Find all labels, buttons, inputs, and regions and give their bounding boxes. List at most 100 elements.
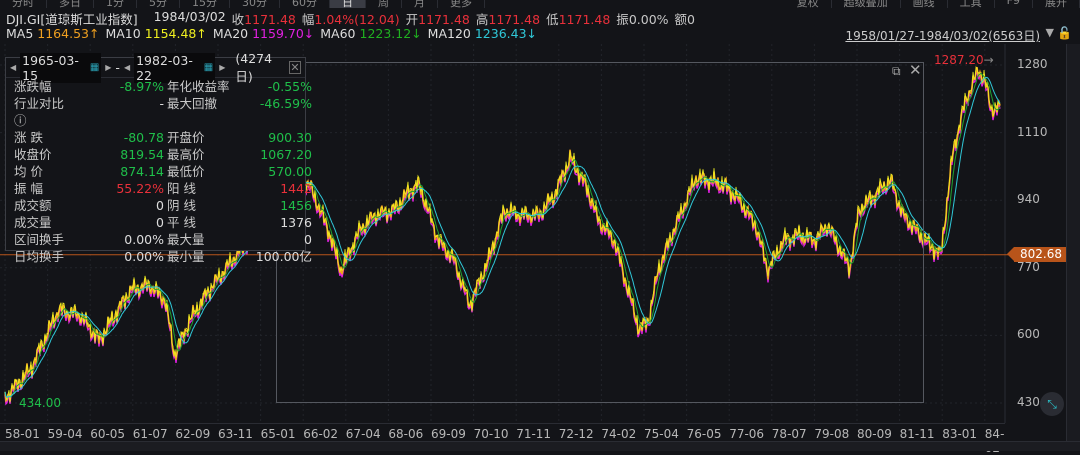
stat-value: 55.22% xyxy=(116,181,164,196)
stat-label: 阳 线 xyxy=(167,181,196,196)
stat-value: -8.97% xyxy=(119,79,164,94)
date-range-link[interactable]: 1958/01/27-1984/03/02(6563日) xyxy=(845,29,1040,43)
stat-label: 日均换手 xyxy=(14,249,65,264)
stat-value: -0.55% xyxy=(267,79,312,94)
unlock-icon[interactable]: 🔓 xyxy=(1057,26,1072,40)
ma-indicator: MA60 1223.12↓ xyxy=(320,26,421,42)
low-value: 1171.48 xyxy=(558,12,611,27)
ma-value: 1236.43↓ xyxy=(474,26,538,41)
stat-label: 年化收益率 xyxy=(167,79,230,94)
high-marker-value: 1287.20 xyxy=(934,53,984,67)
period-tab[interactable]: 多日 xyxy=(47,0,94,9)
x-tick-label: 75-04 xyxy=(644,427,679,441)
ma-indicator: MA120 1236.43↓ xyxy=(428,26,537,42)
ma-indicator: MA5 1164.53↑ xyxy=(6,26,99,42)
stat-label: 振 幅 xyxy=(14,181,43,196)
end-date-field[interactable]: 1982-03-22 ▦ xyxy=(134,52,216,83)
stat-label: 最小量 xyxy=(167,249,205,264)
toolbar-button[interactable]: 复权 xyxy=(785,0,832,9)
ma-label: MA5 xyxy=(6,26,34,41)
restore-window-icon[interactable]: ⧉ xyxy=(892,64,901,78)
period-tab[interactable]: 月 xyxy=(402,0,438,9)
dropdown-triangle-icon[interactable]: ▼ xyxy=(1045,26,1054,39)
amplitude-label: 振 xyxy=(616,12,629,27)
x-tick-label: 81-11 xyxy=(899,427,935,441)
start-date-field[interactable]: 1965-03-15 ▦ xyxy=(20,52,102,83)
stat-value: 0 xyxy=(304,232,312,247)
ma-indicator: MA20 1159.70↓ xyxy=(213,26,314,42)
shrink-icon[interactable]: ⤡ xyxy=(1040,392,1064,416)
end-next-icon[interactable]: ▶ xyxy=(219,63,226,72)
kline-chart[interactable] xyxy=(0,44,1066,423)
toolbar-button[interactable]: 超级叠加 xyxy=(832,0,901,9)
x-tick-label: 59-04 xyxy=(47,427,83,441)
ma-label: MA20 xyxy=(212,26,249,41)
x-tick-label: 68-06 xyxy=(388,427,424,441)
open-label: 开 xyxy=(405,12,419,27)
start-next-icon[interactable]: ▶ xyxy=(105,63,112,72)
x-tick-label: 74-02 xyxy=(601,427,637,441)
stat-label: 成交量 xyxy=(14,215,52,230)
stat-value: 0 xyxy=(156,198,164,213)
open-value: 1171.48 xyxy=(418,12,470,27)
period-tab[interactable]: 15分 xyxy=(180,0,230,9)
y-tick-label: 600 xyxy=(1017,327,1040,342)
x-tick-label: 60-05 xyxy=(90,427,126,441)
period-tab[interactable]: 5分 xyxy=(137,0,180,9)
change-value: 1.04%(12.04) xyxy=(314,12,400,27)
start-prev-icon[interactable]: ◀ xyxy=(10,63,17,72)
ma-row: MA5 1164.53↑ MA10 1154.48↑ MA20 1159.70↓ MA… xyxy=(6,26,537,42)
end-prev-icon[interactable]: ◀ xyxy=(123,63,131,72)
high-marker: 1287.20→ xyxy=(934,53,994,67)
bottom-bar xyxy=(0,441,1080,451)
ma-label: MA120 xyxy=(427,26,471,41)
period-tab[interactable]: 日 xyxy=(330,0,366,9)
period-tab[interactable]: 60分 xyxy=(280,0,330,9)
y-tick-label: 770 xyxy=(1017,259,1040,274)
interval-selection-box[interactable] xyxy=(276,62,924,403)
start-date[interactable]: 1965-03-15 xyxy=(22,52,79,83)
x-tick-label: 80-09 xyxy=(857,427,892,441)
period-tab[interactable]: 更多 xyxy=(438,0,485,9)
close-panel-icon[interactable]: ✕ xyxy=(288,61,302,74)
ma-value: 1159.70↓ xyxy=(252,26,315,41)
x-tick-label: 69-09 xyxy=(431,427,466,441)
y-tick-label: 1110 xyxy=(1017,124,1048,139)
x-tick-label: 77-06 xyxy=(729,427,765,441)
calendar-icon[interactable]: ▦ xyxy=(89,62,100,73)
ma-label: MA10 xyxy=(105,26,141,41)
toolbar-button[interactable]: 工具 xyxy=(948,0,995,9)
stat-value: 0.00% xyxy=(124,232,164,247)
quote-row: DJI.GI[道琼斯工业指数] 1984/03/02 收1171.48 幅1.0… xyxy=(6,9,695,27)
x-tick-label: 70-10 xyxy=(473,427,509,441)
right-side-strip[interactable] xyxy=(1066,44,1080,441)
period-tab[interactable]: 周 xyxy=(366,0,402,9)
stat-value: 1442 xyxy=(280,181,312,196)
toolbar-button[interactable]: 画线 xyxy=(901,0,948,9)
low-label: 低 xyxy=(546,12,559,27)
period-tab[interactable]: 30分 xyxy=(230,0,280,9)
stat-label: 最高价 xyxy=(167,147,205,162)
y-tick-label: 940 xyxy=(1017,192,1040,207)
stat-value: 0.00% xyxy=(124,249,164,264)
end-date[interactable]: 1982-03-22 xyxy=(136,52,193,83)
toolbar-button[interactable]: 展开 xyxy=(1033,0,1080,9)
x-tick-label: 62-09 xyxy=(175,427,211,441)
x-axis: 58-01 59-04 60-05 61-07 62-09 63-11 65-01 66-02… xyxy=(0,423,1005,455)
security-name: DJI.GI[道琼斯工业指数] xyxy=(6,12,138,27)
stat-label: 区间换手 xyxy=(14,232,65,247)
period-tab[interactable]: 分时 xyxy=(0,0,47,9)
stat-value: -80.78 xyxy=(123,130,164,145)
toolbar-button[interactable]: F9 xyxy=(995,0,1033,8)
calendar-icon[interactable]: ▦ xyxy=(203,62,214,73)
stat-label: 最大量 xyxy=(167,232,205,247)
x-tick-label: 78-07 xyxy=(771,427,807,441)
stat-label: 阴 线 xyxy=(167,198,196,213)
close-selection-icon[interactable]: ✕ xyxy=(909,61,922,79)
period-tab[interactable]: 1分 xyxy=(94,0,137,9)
x-tick-label: 72-12 xyxy=(558,427,594,441)
quote-date: 1984/03/02 xyxy=(153,9,226,24)
y-tick-label: 1280 xyxy=(1017,57,1048,71)
stat-label: 成交额 xyxy=(14,198,52,213)
period-toolbar: 分时 多日 1分 5分 15分 30分 60分日周月更多 复权 超级叠加 画线 工具 F9 展开 xyxy=(0,0,1080,9)
